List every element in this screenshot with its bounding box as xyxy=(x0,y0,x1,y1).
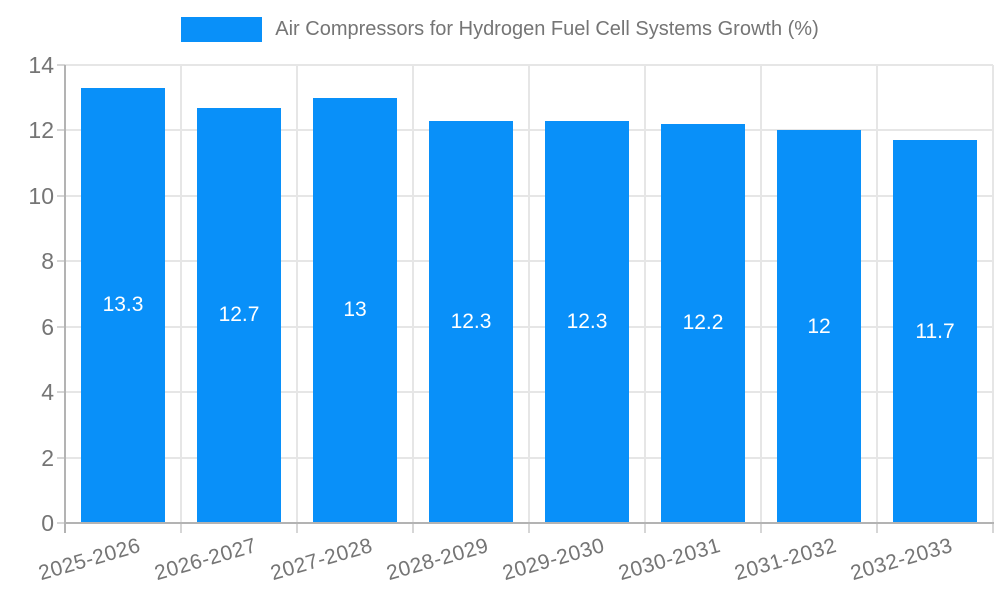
gridline-vertical xyxy=(412,65,414,523)
bar-value-label: 12 xyxy=(807,314,831,338)
y-axis-label: 4 xyxy=(41,379,54,406)
y-axis-label: 6 xyxy=(41,313,54,340)
x-axis-tick xyxy=(296,523,298,533)
y-axis-label: 2 xyxy=(41,444,54,471)
bar-value-label: 12.2 xyxy=(682,311,724,335)
gridline-vertical xyxy=(876,65,878,523)
bar[interactable]: 13 xyxy=(313,97,397,523)
y-axis-label: 14 xyxy=(28,52,54,78)
gridline-vertical xyxy=(528,65,530,523)
x-axis-label: 2027-2028 xyxy=(268,534,376,586)
x-axis-label: 2032-2033 xyxy=(848,534,956,586)
y-axis-tick xyxy=(57,325,65,328)
bar[interactable]: 12.7 xyxy=(197,107,281,523)
y-axis-tick xyxy=(57,456,65,459)
x-axis-tick xyxy=(876,523,878,533)
gridline-vertical xyxy=(296,65,298,523)
legend-label: Air Compressors for Hydrogen Fuel Cell S… xyxy=(275,18,819,40)
legend-swatch xyxy=(181,17,263,42)
bar[interactable]: 12 xyxy=(777,130,861,523)
bar-value-label: 11.7 xyxy=(915,319,955,343)
chart-legend[interactable]: Air Compressors for Hydrogen Fuel Cell S… xyxy=(0,17,1000,42)
y-axis-tick xyxy=(57,194,65,197)
gridline-vertical xyxy=(180,65,182,523)
gridline-vertical xyxy=(644,65,646,523)
y-axis-tick xyxy=(57,391,65,394)
bar[interactable]: 12.3 xyxy=(429,120,513,523)
bar[interactable]: 11.7 xyxy=(893,140,977,523)
x-axis-tick xyxy=(528,523,530,533)
bar-value-label: 13.3 xyxy=(102,293,144,317)
x-axis-tick xyxy=(992,523,994,533)
x-axis-tick xyxy=(760,523,762,533)
y-axis-tick xyxy=(57,129,65,132)
y-axis-label: 12 xyxy=(28,117,54,144)
y-axis-label: 8 xyxy=(41,248,54,275)
x-axis-label: 2026-2027 xyxy=(152,534,260,586)
x-axis-line xyxy=(64,522,994,524)
x-axis-label: 2029-2030 xyxy=(500,534,608,586)
x-axis-label: 2031-2032 xyxy=(732,534,840,586)
bar-value-label: 12.3 xyxy=(450,309,492,333)
x-axis-label: 2025-2026 xyxy=(36,534,144,586)
x-axis-tick xyxy=(644,523,646,533)
y-axis-label: 10 xyxy=(28,182,54,209)
x-axis-label: 2030-2031 xyxy=(616,534,724,586)
y-axis-line xyxy=(64,65,66,533)
bar-value-label: 12.3 xyxy=(566,309,608,333)
bar[interactable]: 12.3 xyxy=(545,120,629,523)
bar[interactable]: 12.2 xyxy=(661,123,745,523)
y-axis-tick xyxy=(57,260,65,263)
x-axis-tick xyxy=(180,523,182,533)
x-axis-label: 2028-2029 xyxy=(384,534,492,586)
x-axis-tick xyxy=(412,523,414,533)
y-axis-tick xyxy=(57,522,65,524)
bar-value-label: 13 xyxy=(343,298,367,322)
gridline-vertical xyxy=(992,65,994,523)
gridline-vertical xyxy=(760,65,762,523)
bar-value-label: 12.7 xyxy=(218,303,260,327)
bar[interactable]: 13.3 xyxy=(81,87,165,523)
y-axis-label: 0 xyxy=(41,510,54,536)
y-axis-tick xyxy=(57,64,65,66)
